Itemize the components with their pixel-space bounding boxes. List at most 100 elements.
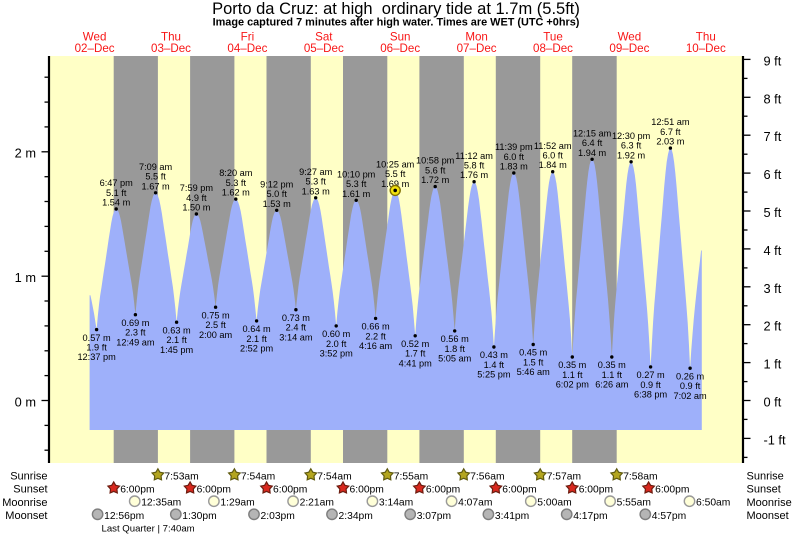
- svg-text:5.0 ft: 5.0 ft: [266, 189, 287, 199]
- svg-text:3:14 am: 3:14 am: [279, 332, 313, 342]
- svg-text:4:57pm: 4:57pm: [652, 511, 686, 522]
- svg-text:Moonrise: Moonrise: [2, 497, 47, 509]
- svg-text:09–Dec: 09–Dec: [609, 42, 649, 55]
- svg-text:3:52 pm: 3:52 pm: [320, 349, 354, 359]
- svg-text:0.9 ft: 0.9 ft: [640, 380, 661, 390]
- svg-text:1.8 ft: 1.8 ft: [444, 344, 465, 354]
- svg-text:5.6 ft: 5.6 ft: [425, 165, 446, 175]
- svg-text:0.26 m: 0.26 m: [676, 371, 704, 381]
- svg-text:6:26 am: 6:26 am: [595, 380, 629, 390]
- svg-text:6:38 pm: 6:38 pm: [634, 390, 668, 400]
- svg-text:5.3 ft: 5.3 ft: [226, 178, 247, 188]
- svg-text:6:00pm: 6:00pm: [502, 484, 536, 495]
- svg-text:Sunset: Sunset: [13, 484, 47, 496]
- svg-text:5.5 ft: 5.5 ft: [145, 172, 166, 182]
- svg-text:1.54 m: 1.54 m: [102, 198, 130, 208]
- svg-text:8:20 am: 8:20 am: [219, 168, 253, 178]
- svg-text:5:55am: 5:55am: [617, 498, 651, 509]
- svg-text:5.1 ft: 5.1 ft: [106, 188, 127, 198]
- svg-text:11:52 am: 11:52 am: [534, 141, 572, 151]
- svg-text:03–Dec: 03–Dec: [151, 42, 191, 55]
- svg-text:2:52 pm: 2:52 pm: [240, 344, 274, 354]
- svg-text:1.7 ft: 1.7 ft: [405, 349, 426, 359]
- svg-text:08–Dec: 08–Dec: [533, 42, 573, 55]
- svg-text:05–Dec: 05–Dec: [304, 42, 344, 55]
- svg-text:7:58am: 7:58am: [623, 471, 657, 482]
- svg-text:1 ft: 1 ft: [764, 357, 782, 372]
- svg-text:06–Dec: 06–Dec: [380, 42, 420, 55]
- svg-text:6:00pm: 6:00pm: [426, 484, 460, 495]
- svg-text:0.43 m: 0.43 m: [480, 350, 508, 360]
- svg-text:0.63 m: 0.63 m: [163, 325, 191, 335]
- svg-text:0.75 m: 0.75 m: [202, 310, 230, 320]
- svg-text:6.7 ft: 6.7 ft: [660, 127, 681, 137]
- svg-text:2.0 ft: 2.0 ft: [326, 339, 347, 349]
- svg-text:12:56pm: 12:56pm: [104, 511, 144, 522]
- svg-text:9:27 am: 9:27 am: [299, 167, 333, 177]
- svg-text:5:46 am: 5:46 am: [517, 367, 551, 377]
- svg-text:Sunset: Sunset: [747, 484, 781, 496]
- svg-text:3:07pm: 3:07pm: [417, 511, 451, 522]
- svg-text:6:00pm: 6:00pm: [655, 484, 689, 495]
- svg-text:7:09 am: 7:09 am: [139, 162, 173, 172]
- svg-text:04–Dec: 04–Dec: [227, 42, 267, 55]
- svg-text:3:41pm: 3:41pm: [495, 511, 529, 522]
- svg-text:4:41 pm: 4:41 pm: [399, 358, 433, 368]
- svg-text:1.4 ft: 1.4 ft: [484, 360, 505, 370]
- svg-text:2.1 ft: 2.1 ft: [166, 335, 187, 345]
- svg-text:2.03 m: 2.03 m: [656, 137, 684, 147]
- svg-text:1.1 ft: 1.1 ft: [562, 370, 583, 380]
- svg-text:12:15 am: 12:15 am: [573, 128, 612, 138]
- svg-text:2.1 ft: 2.1 ft: [246, 334, 267, 344]
- svg-text:11:12 am: 11:12 am: [455, 151, 493, 161]
- svg-text:2:21am: 2:21am: [300, 498, 334, 509]
- svg-text:7:55am: 7:55am: [394, 471, 428, 482]
- svg-text:5.8 ft: 5.8 ft: [464, 161, 485, 171]
- svg-text:6.3 ft: 6.3 ft: [621, 141, 642, 151]
- svg-text:7:02 am: 7:02 am: [673, 391, 707, 401]
- svg-text:Fri: Fri: [241, 31, 255, 44]
- svg-text:Sunrise: Sunrise: [10, 471, 47, 483]
- svg-text:7:57am: 7:57am: [547, 471, 581, 482]
- svg-text:1.1 ft: 1.1 ft: [602, 370, 623, 380]
- svg-text:4 ft: 4 ft: [764, 243, 782, 258]
- svg-text:2.4 ft: 2.4 ft: [286, 323, 307, 333]
- svg-text:1.76 m: 1.76 m: [460, 170, 488, 180]
- svg-text:Wed: Wed: [83, 31, 107, 44]
- svg-text:12:49 am: 12:49 am: [116, 337, 155, 347]
- svg-text:Thu: Thu: [696, 31, 716, 44]
- svg-text:6 ft: 6 ft: [764, 167, 782, 182]
- svg-text:1.72 m: 1.72 m: [421, 175, 449, 185]
- svg-text:6:47 pm: 6:47 pm: [100, 178, 134, 188]
- svg-text:Moonset: Moonset: [5, 510, 47, 522]
- svg-text:6:00pm: 6:00pm: [350, 484, 384, 495]
- svg-text:Thu: Thu: [161, 31, 181, 44]
- svg-text:7:56am: 7:56am: [470, 471, 504, 482]
- svg-text:1:45 pm: 1:45 pm: [160, 345, 194, 355]
- svg-text:0.57 m: 0.57 m: [83, 333, 111, 343]
- svg-text:2:00 am: 2:00 am: [199, 330, 233, 340]
- svg-text:10:58 pm: 10:58 pm: [416, 156, 455, 166]
- svg-text:6:02 pm: 6:02 pm: [556, 380, 590, 390]
- svg-text:2.3 ft: 2.3 ft: [125, 328, 146, 338]
- svg-text:6:00pm: 6:00pm: [120, 484, 154, 495]
- svg-text:2:34pm: 2:34pm: [339, 511, 373, 522]
- svg-text:Image captured 7 minutes after: Image captured 7 minutes after high wate…: [213, 17, 580, 29]
- svg-text:1:30pm: 1:30pm: [182, 511, 216, 522]
- svg-text:0 ft: 0 ft: [764, 395, 782, 410]
- svg-text:7:54am: 7:54am: [317, 471, 351, 482]
- svg-text:12:35am: 12:35am: [141, 498, 181, 509]
- svg-text:7:53am: 7:53am: [164, 471, 198, 482]
- svg-text:5.3 ft: 5.3 ft: [305, 177, 326, 187]
- svg-text:4:16 am: 4:16 am: [359, 341, 393, 351]
- svg-text:12:51 am: 12:51 am: [651, 117, 690, 127]
- svg-text:0.52 m: 0.52 m: [401, 339, 429, 349]
- svg-text:Porto da Cruz: at high ordina: Porto da Cruz: at high ordinary tide at …: [212, 0, 580, 18]
- svg-text:0.45 m: 0.45 m: [519, 348, 547, 358]
- svg-text:1:29am: 1:29am: [220, 498, 254, 509]
- svg-text:1 m: 1 m: [15, 270, 36, 285]
- svg-text:1.83 m: 1.83 m: [500, 162, 528, 172]
- svg-text:Sat: Sat: [315, 31, 333, 44]
- svg-text:0.35 m: 0.35 m: [558, 360, 586, 370]
- svg-text:5.3 ft: 5.3 ft: [346, 179, 367, 189]
